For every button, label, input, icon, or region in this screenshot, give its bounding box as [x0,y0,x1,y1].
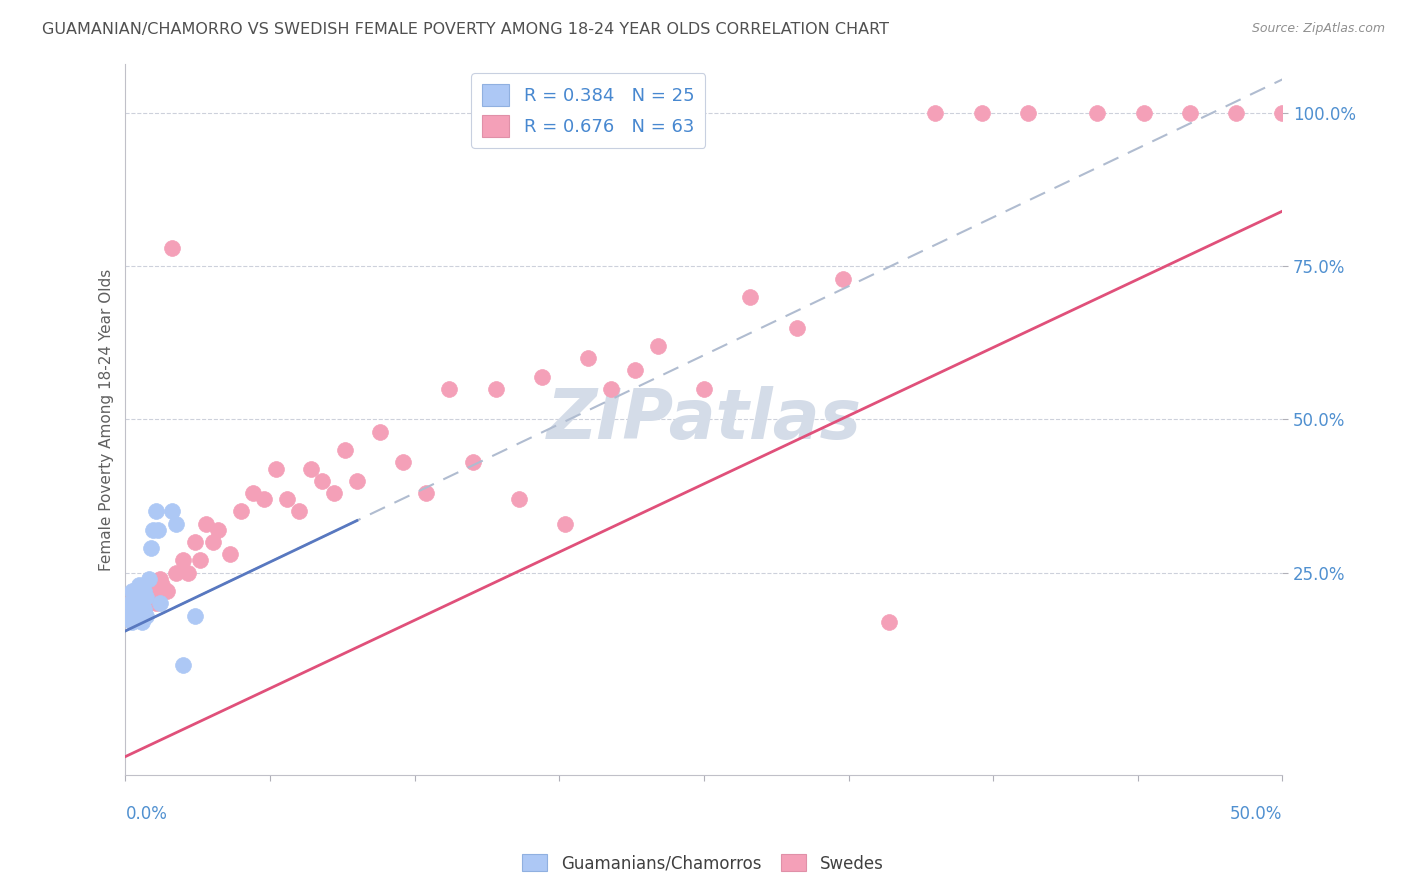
Point [160,504,183,518]
Point [415,486,437,500]
Point [576,351,599,366]
Point [1085,106,1108,120]
Point [135,608,157,623]
Point [924,106,946,120]
Point [530,369,553,384]
Point [128,596,150,610]
Point [877,615,900,629]
Point [1271,106,1294,120]
Point [117,608,139,623]
Point [322,486,344,500]
Point [149,572,172,586]
Point [152,578,174,592]
Point [146,523,169,537]
Point [124,591,146,605]
Point [1017,106,1039,120]
Point [554,516,576,531]
Point [218,547,240,561]
Point [439,382,461,396]
Point [132,584,155,599]
Y-axis label: Female Poverty Among 18-24 Year Olds: Female Poverty Among 18-24 Year Olds [100,268,114,571]
Point [117,608,139,623]
Point [120,596,142,610]
Point [125,602,148,616]
Point [740,290,762,304]
Point [138,596,160,610]
Point [160,241,183,255]
Point [276,492,298,507]
Point [184,608,207,623]
Point [368,425,391,439]
Point [600,382,623,396]
Point [335,443,357,458]
Point [288,504,311,518]
Point [970,106,993,120]
Point [142,584,165,599]
Point [149,596,172,610]
Point [184,535,207,549]
Point [165,566,187,580]
Point [485,382,508,396]
Point [121,584,143,599]
Point [831,271,853,285]
Point [392,455,415,469]
Point [172,657,194,672]
Point [121,602,143,616]
Point [132,602,155,616]
Text: ZIPatlas: ZIPatlas [547,386,862,453]
Point [346,474,368,488]
Legend: Guamanians/Chamorros, Swedes: Guamanians/Chamorros, Swedes [516,847,890,880]
Point [145,596,167,610]
Point [177,566,200,580]
Text: GUAMANIAN/CHAMORRO VS SWEDISH FEMALE POVERTY AMONG 18-24 YEAR OLDS CORRELATION C: GUAMANIAN/CHAMORRO VS SWEDISH FEMALE POV… [42,22,889,37]
Point [131,596,153,610]
Point [207,523,229,537]
Point [146,591,169,605]
Point [135,578,157,592]
Point [121,615,143,629]
Point [135,591,157,605]
Point [165,516,187,531]
Point [508,492,530,507]
Point [128,578,150,592]
Point [231,504,253,518]
Point [623,363,645,377]
Point [693,382,716,396]
Point [195,516,218,531]
Point [1178,106,1201,120]
Point [156,584,179,599]
Point [131,591,153,605]
Point [253,492,276,507]
Point [131,615,153,629]
Point [202,535,225,549]
Point [188,553,211,567]
Point [311,474,333,488]
Point [172,553,194,567]
Point [128,584,150,599]
Point [242,486,264,500]
Point [786,320,808,334]
Point [120,596,142,610]
Point [461,455,484,469]
Point [125,596,148,610]
Point [145,504,167,518]
Text: 0.0%: 0.0% [125,805,167,823]
Legend: R = 0.384   N = 25, R = 0.676   N = 63: R = 0.384 N = 25, R = 0.676 N = 63 [471,73,706,148]
Point [139,541,162,556]
Point [142,523,165,537]
Point [647,339,669,353]
Point [132,602,155,616]
Text: 50.0%: 50.0% [1230,805,1282,823]
Point [299,461,322,475]
Point [1132,106,1154,120]
Text: Source: ZipAtlas.com: Source: ZipAtlas.com [1251,22,1385,36]
Point [264,461,287,475]
Point [125,591,148,605]
Point [138,572,160,586]
Point [1225,106,1247,120]
Point [124,596,146,610]
